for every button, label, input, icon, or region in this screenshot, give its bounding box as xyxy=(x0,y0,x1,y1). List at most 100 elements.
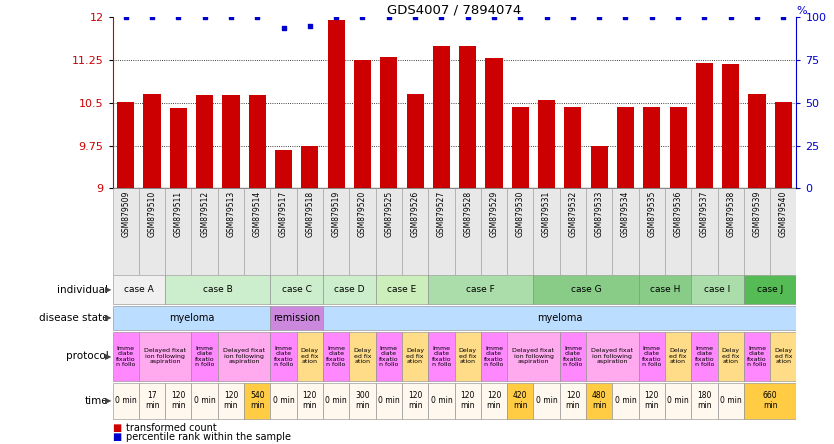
Point xyxy=(304,22,317,29)
Bar xyxy=(270,332,297,381)
Bar xyxy=(428,332,455,381)
Bar xyxy=(349,332,375,381)
Text: 0 min: 0 min xyxy=(378,396,399,405)
Bar xyxy=(118,102,134,188)
Bar xyxy=(139,188,165,275)
Text: %: % xyxy=(796,6,807,16)
Bar xyxy=(455,188,481,275)
Point xyxy=(172,14,185,21)
Text: Imme
diate
fixatio
n follo: Imme diate fixatio n follo xyxy=(695,346,714,367)
Point xyxy=(435,14,448,21)
Bar xyxy=(349,383,375,419)
Bar xyxy=(512,107,529,188)
Bar xyxy=(560,383,586,419)
Bar xyxy=(196,95,214,188)
Point xyxy=(198,14,211,21)
Bar xyxy=(534,275,639,305)
Bar xyxy=(192,332,218,381)
Bar xyxy=(481,383,507,419)
Text: protocol: protocol xyxy=(66,351,108,361)
Bar xyxy=(328,20,344,188)
Point xyxy=(119,14,133,21)
Bar xyxy=(275,150,292,188)
Text: GSM879535: GSM879535 xyxy=(647,191,656,237)
Text: GSM879527: GSM879527 xyxy=(437,191,446,237)
Text: Delay
ed fix
ation: Delay ed fix ation xyxy=(774,349,792,364)
Text: 120
min: 120 min xyxy=(171,391,186,410)
Bar xyxy=(586,188,612,275)
Bar xyxy=(270,383,297,419)
Text: 0 min: 0 min xyxy=(615,396,636,405)
Text: 120
min: 120 min xyxy=(408,391,422,410)
Text: case H: case H xyxy=(650,285,681,294)
Bar xyxy=(323,332,349,381)
Bar xyxy=(139,383,165,419)
Point xyxy=(566,14,580,21)
Bar xyxy=(402,332,428,381)
Bar xyxy=(460,46,476,188)
Bar xyxy=(433,46,450,188)
Text: Delay
ed fix
ation: Delay ed fix ation xyxy=(669,349,687,364)
Text: GSM879530: GSM879530 xyxy=(515,191,525,237)
Bar xyxy=(218,332,270,381)
Point xyxy=(724,14,737,21)
Bar xyxy=(139,332,192,381)
Text: 540
min: 540 min xyxy=(250,391,264,410)
Bar xyxy=(323,383,349,419)
Bar xyxy=(349,188,375,275)
Text: 180
min: 180 min xyxy=(697,391,711,410)
Text: Delay
ed fix
ation: Delay ed fix ation xyxy=(406,349,425,364)
Point xyxy=(277,24,290,31)
Bar xyxy=(586,332,639,381)
Bar xyxy=(748,94,766,188)
Bar xyxy=(170,108,187,188)
Bar xyxy=(165,383,192,419)
Text: transformed count: transformed count xyxy=(126,424,217,433)
Bar xyxy=(113,383,139,419)
Bar xyxy=(481,332,507,381)
Text: case B: case B xyxy=(203,285,233,294)
Text: myeloma: myeloma xyxy=(168,313,214,323)
Bar xyxy=(722,64,739,188)
Bar xyxy=(192,383,218,419)
Text: 120
min: 120 min xyxy=(460,391,475,410)
Bar xyxy=(639,383,665,419)
Bar xyxy=(270,275,323,305)
Text: Delay
ed fix
ation: Delay ed fix ation xyxy=(459,349,477,364)
Point xyxy=(751,14,764,21)
Text: 0 min: 0 min xyxy=(430,396,452,405)
Text: remission: remission xyxy=(274,313,320,323)
Bar xyxy=(586,383,612,419)
Text: GSM879528: GSM879528 xyxy=(463,191,472,237)
Bar xyxy=(165,275,270,305)
Text: GSM879529: GSM879529 xyxy=(490,191,499,237)
Text: ▶: ▶ xyxy=(105,313,112,322)
Bar xyxy=(696,63,713,188)
Text: Imme
diate
fixatio
n follo: Imme diate fixatio n follo xyxy=(326,346,346,367)
Bar xyxy=(354,60,371,188)
Bar xyxy=(507,383,534,419)
Bar xyxy=(617,107,634,188)
Bar xyxy=(323,275,375,305)
Bar xyxy=(775,102,791,188)
Text: Imme
diate
fixatio
n follo: Imme diate fixatio n follo xyxy=(431,346,451,367)
Bar xyxy=(717,383,744,419)
Bar xyxy=(165,188,192,275)
Text: GSM879511: GSM879511 xyxy=(173,191,183,237)
Point xyxy=(540,14,553,21)
Text: GSM879514: GSM879514 xyxy=(253,191,262,237)
Text: GSM879509: GSM879509 xyxy=(121,191,130,237)
Bar xyxy=(375,383,402,419)
Bar xyxy=(323,305,796,330)
Text: GSM879512: GSM879512 xyxy=(200,191,209,237)
Bar xyxy=(691,275,744,305)
Text: individual: individual xyxy=(58,285,108,295)
Bar xyxy=(560,332,586,381)
Text: Imme
diate
fixatio
n follo: Imme diate fixatio n follo xyxy=(379,346,399,367)
Bar xyxy=(455,332,481,381)
Text: 120
min: 120 min xyxy=(565,391,580,410)
Text: GSM879539: GSM879539 xyxy=(752,191,761,237)
Text: 660
min: 660 min xyxy=(763,391,777,410)
Text: ■: ■ xyxy=(113,432,125,442)
Bar xyxy=(218,188,244,275)
